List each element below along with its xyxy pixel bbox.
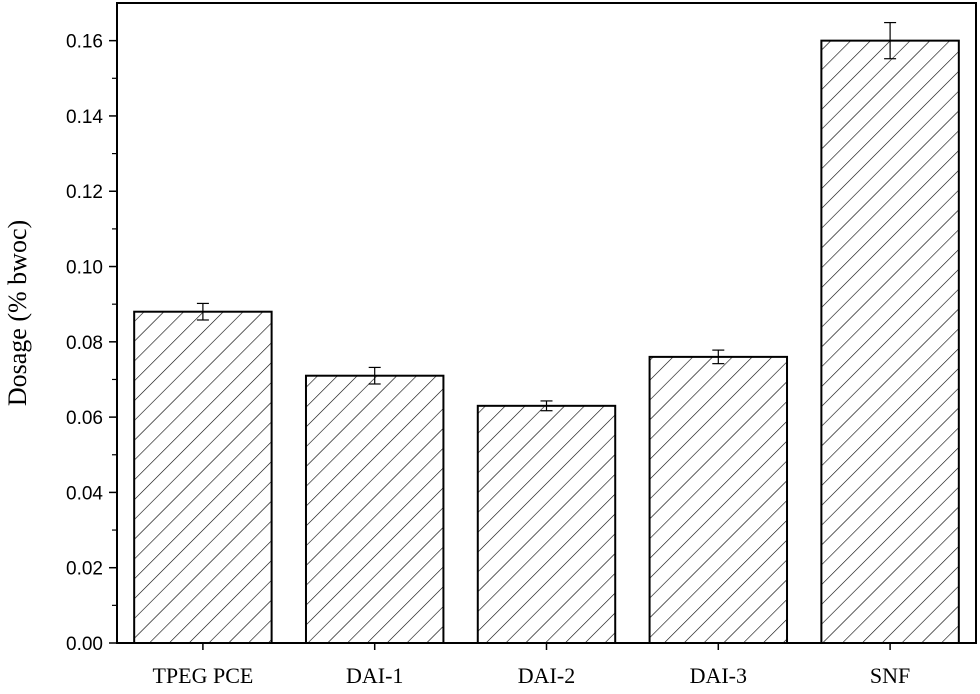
x-tick-label: DAI-1 — [346, 663, 403, 688]
bar — [648, 355, 789, 644]
y-tick-label: 0.08 — [66, 333, 103, 354]
y-tick-label: 0.16 — [66, 32, 103, 53]
y-tick-label: 0.12 — [66, 182, 103, 203]
y-tick-label: 0.14 — [66, 107, 103, 128]
x-tick-label: SNF — [870, 663, 910, 688]
y-tick-label: 0.00 — [66, 634, 103, 655]
y-tick-label: 0.10 — [66, 258, 103, 279]
y-tick-label: 0.02 — [66, 559, 103, 580]
bar — [304, 374, 445, 644]
y-tick-label: 0.06 — [66, 408, 103, 429]
bar — [133, 310, 273, 644]
x-tick-label: DAI-2 — [518, 663, 575, 688]
y-axis-title: Dosage (% bwoc) — [3, 220, 32, 406]
plot-area: TPEG PCE DAI-1 DAI-2 DAI-3 SNF 0.00 0.02 0.04 0.… — [66, 2, 977, 688]
y-tick-label: 0.04 — [66, 483, 103, 504]
plot-frame — [116, 2, 977, 644]
x-tick-label: TPEG PCE — [152, 663, 253, 688]
x-tick-label: DAI-3 — [690, 663, 747, 688]
bar — [476, 404, 617, 644]
bar — [820, 39, 960, 645]
